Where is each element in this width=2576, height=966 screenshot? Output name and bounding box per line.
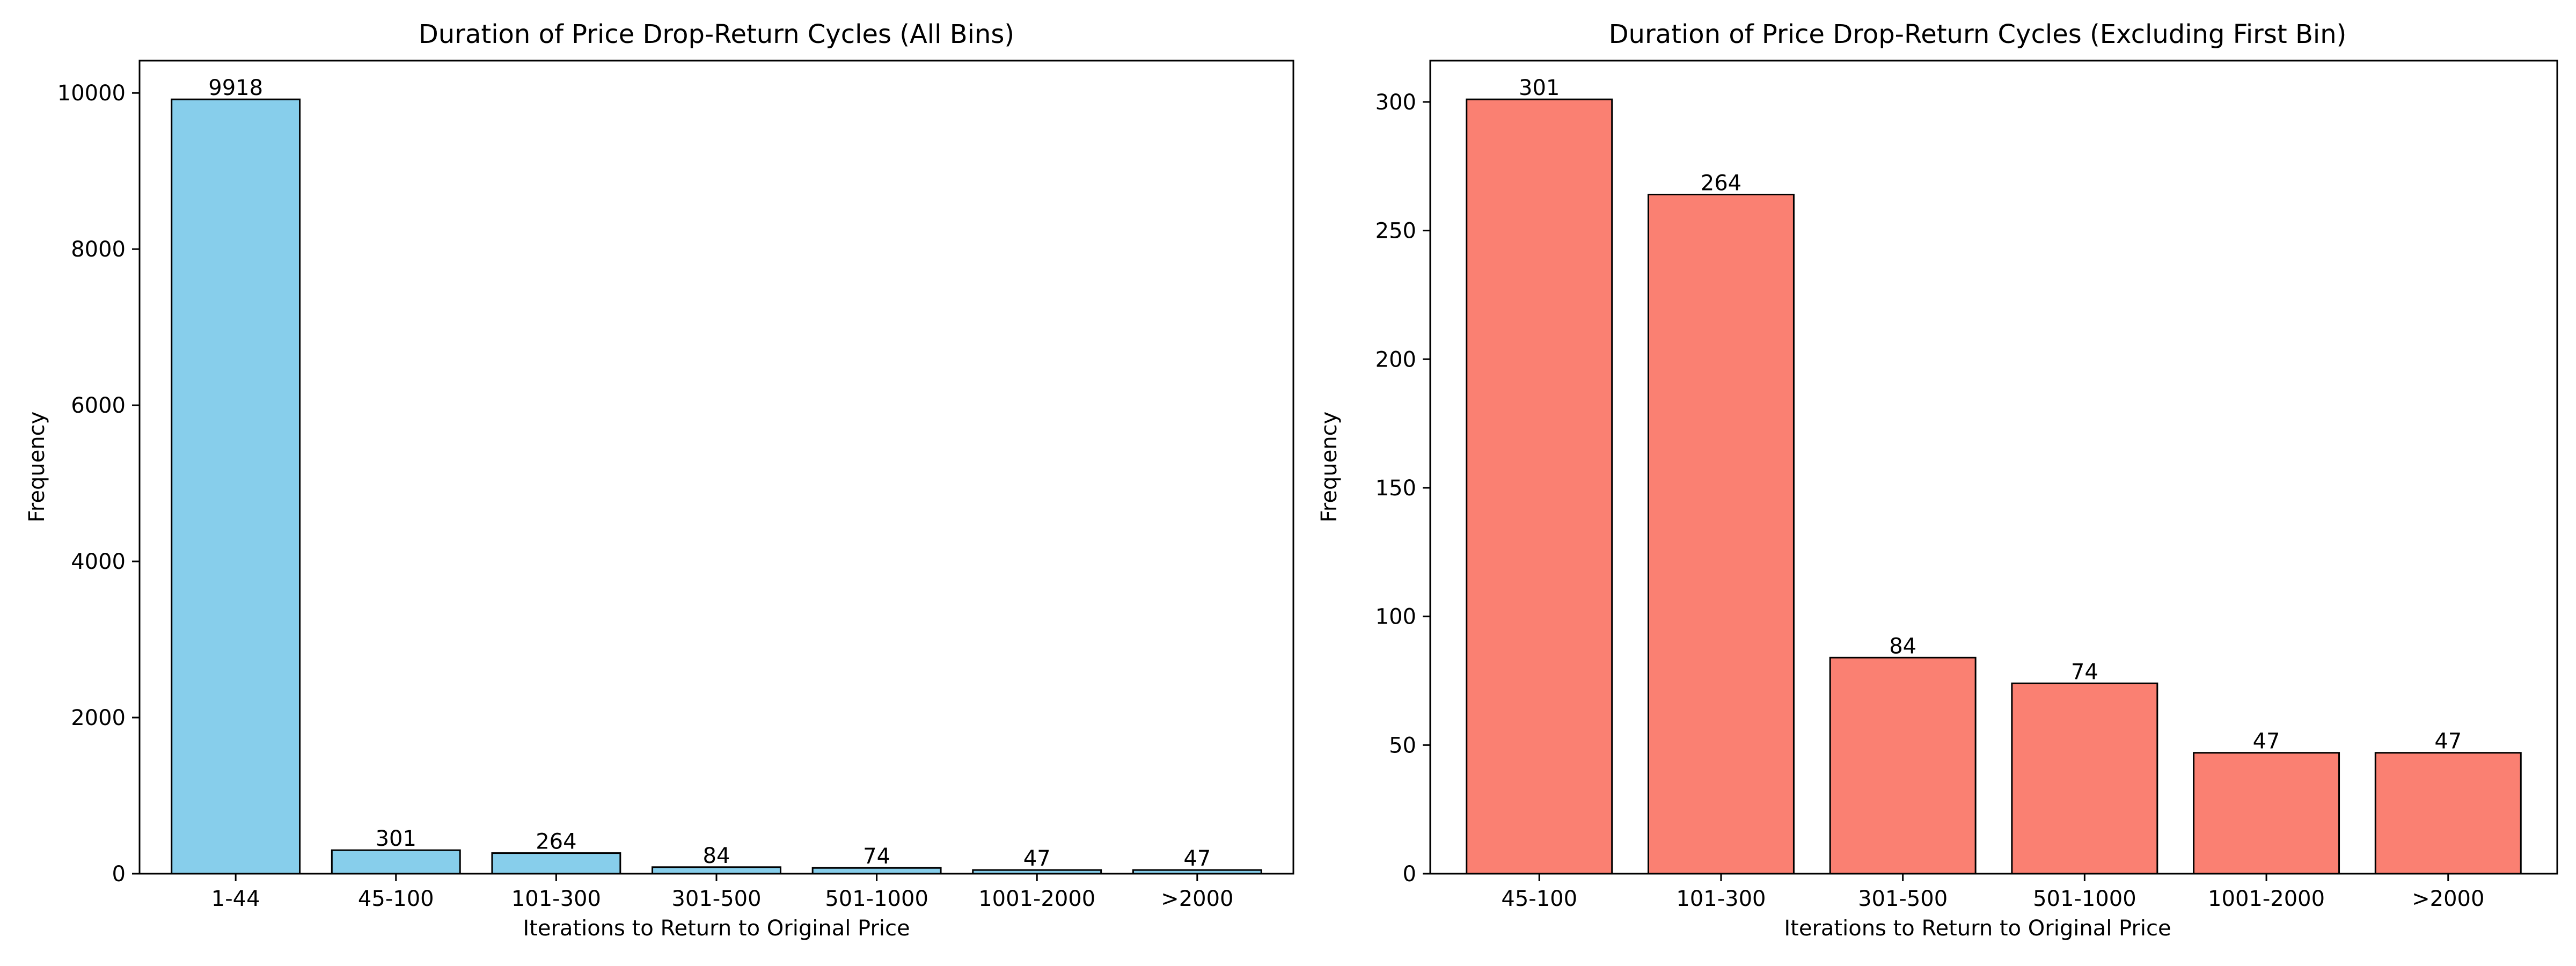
- chart-all-bins-x-tick-label-2: 101-300: [511, 887, 601, 911]
- chart-excluding-first-bin-y-tick-label-6: 300: [1375, 90, 1416, 115]
- chart-excluding-first-bin-y-axis-label: Frequency: [1317, 412, 1342, 523]
- chart-excluding-first-bin-data-labels: 301 264 84 74 47 47: [1519, 76, 2462, 754]
- chart-excluding-first-bin-data-label-1: 264: [1701, 171, 1741, 196]
- chart-excluding-first-bin-y-ticks: 0 50 100 150 200 250 300: [1375, 90, 1430, 887]
- chart-all-bins-x-tick-label-6: >2000: [1161, 887, 1233, 911]
- chart-excluding-first-bin-data-label-0: 301: [1519, 76, 1560, 100]
- chart-all-bins-x-axis-label: Iterations to Return to Original Price: [523, 916, 910, 941]
- chart-excluding-first-bin-bar-3: [2011, 682, 2158, 875]
- chart-all-bins-x-tick-label-5: 1001-2000: [978, 887, 1095, 911]
- chart-all-bins-data-label-0: 9918: [208, 76, 263, 100]
- chart-all-bins-y-tick-label-3: 6000: [71, 393, 126, 418]
- chart-excluding-first-bin-bar-1: [1647, 194, 1795, 875]
- chart-all-bins-bar-0: [171, 98, 301, 875]
- chart-all-bins-bars: [171, 98, 1262, 875]
- chart-excluding-first-bin-x-ticks: 45-100 101-300 301-500 501-1000 1001-2000 >20…: [1501, 874, 2484, 911]
- chart-all-bins-data-label-2: 264: [536, 830, 576, 854]
- chart-all-bins-data-label-1: 301: [376, 826, 416, 851]
- chart-all-bins-y-tick-label-1: 2000: [71, 706, 126, 730]
- chart-excluding-first-bin-bars: [1466, 98, 2522, 875]
- chart-excluding-first-bin-x-axis-label: Iterations to Return to Original Price: [1784, 916, 2171, 941]
- chart-all-bins-bar-1: [331, 849, 461, 875]
- chart-excluding-first-bin: Duration of Price Drop-Return Cycles (Ex…: [1317, 19, 2558, 941]
- chart-excluding-first-bin-y-tick-label-1: 50: [1389, 733, 1416, 758]
- chart-all-bins-y-tick-label-0: 0: [112, 862, 126, 887]
- chart-all-bins-y-tick-label-5: 10000: [57, 81, 126, 106]
- chart-all-bins-y-ticks: 0 2000 4000 6000 8000 10000: [57, 81, 140, 887]
- chart-all-bins-y-tick-label-2: 4000: [71, 550, 126, 574]
- chart-excluding-first-bin-x-tick-label-3: 501-1000: [2033, 887, 2136, 911]
- chart-excluding-first-bin-data-label-5: 47: [2434, 729, 2462, 754]
- chart-excluding-first-bin-y-tick-label-0: 0: [1403, 862, 1416, 887]
- chart-all-bins-x-tick-label-1: 45-100: [358, 887, 434, 911]
- chart-all-bins-y-tick-label-4: 8000: [71, 237, 126, 262]
- chart-all-bins-bar-2: [491, 852, 621, 875]
- chart-all-bins-title: Duration of Price Drop-Return Cycles (Al…: [419, 19, 1014, 49]
- chart-all-bins-y-axis-label: Frequency: [25, 412, 49, 523]
- chart-excluding-first-bin-data-label-4: 47: [2253, 729, 2280, 754]
- chart-excluding-first-bin-y-tick-label-5: 250: [1375, 219, 1416, 244]
- chart-excluding-first-bin-title: Duration of Price Drop-Return Cycles (Ex…: [1609, 19, 2347, 49]
- chart-excluding-first-bin-bar-0: [1466, 98, 1613, 875]
- chart-excluding-first-bin-y-tick-label-4: 200: [1375, 347, 1416, 372]
- chart-excluding-first-bin-y-tick-label-3: 150: [1375, 476, 1416, 501]
- chart-excluding-first-bin-x-tick-label-4: 1001-2000: [2208, 887, 2325, 911]
- chart-all-bins-data-labels: 9918 301 264 84 74 47 47: [208, 76, 1211, 871]
- chart-excluding-first-bin-bar-2: [1829, 656, 1977, 875]
- chart-excluding-first-bin-data-label-3: 74: [2071, 660, 2098, 684]
- chart-excluding-first-bin-bar-4: [2193, 752, 2340, 875]
- chart-all-bins-data-label-6: 47: [1183, 846, 1211, 871]
- chart-all-bins-data-label-5: 47: [1023, 846, 1051, 871]
- chart-excluding-first-bin-x-tick-label-5: >2000: [2412, 887, 2484, 911]
- chart-excluding-first-bin-plot-frame: [1429, 60, 2558, 875]
- chart-excluding-first-bin-y-tick-label-2: 100: [1375, 605, 1416, 630]
- chart-excluding-first-bin-bar-5: [2374, 752, 2522, 875]
- chart-excluding-first-bin-x-tick-label-2: 301-500: [1858, 887, 1948, 911]
- chart-all-bins-x-ticks: 1-44 45-100 101-300 301-500 501-1000 1001-200…: [211, 874, 1233, 911]
- chart-all-bins-data-label-3: 84: [703, 844, 730, 868]
- chart-excluding-first-bin-data-label-2: 84: [1889, 634, 1916, 658]
- chart-all-bins: Duration of Price Drop-Return Cycles (Al…: [25, 19, 1294, 941]
- chart-all-bins-plot-frame: [138, 60, 1294, 875]
- chart-all-bins-x-tick-label-3: 301-500: [671, 887, 761, 911]
- chart-all-bins-data-label-4: 74: [863, 844, 890, 869]
- chart-all-bins-x-tick-label-4: 501-1000: [825, 887, 928, 911]
- chart-all-bins-x-tick-label-0: 1-44: [211, 887, 260, 911]
- chart-excluding-first-bin-x-tick-label-0: 45-100: [1501, 887, 1577, 911]
- chart-excluding-first-bin-x-tick-label-1: 101-300: [1676, 887, 1766, 911]
